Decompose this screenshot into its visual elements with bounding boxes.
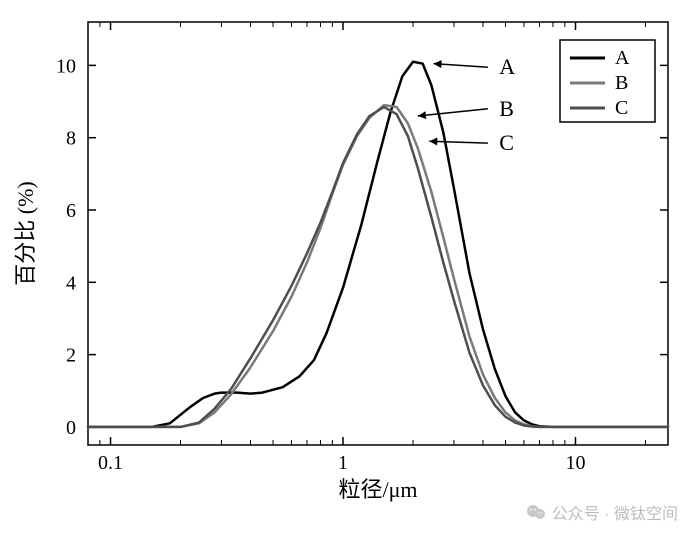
x-tick-label: 0.1 [98,452,123,474]
chart-figure: 0.11100246810粒径/μm百分比 (%)ABCABC 公众号 · 微钛… [0,0,700,538]
annotation-arrow-B [418,109,488,116]
legend-box [560,40,655,122]
annotation-arrow-A [433,64,487,68]
y-tick-label: 10 [56,55,76,77]
y-tick-label: 2 [66,345,76,367]
y-tick-label: 0 [66,417,76,439]
legend-label-C: C [615,97,628,119]
watermark-text: 公众号 · 微钛空间 [552,500,678,524]
annotation-label-A: A [499,54,515,79]
x-tick-label: 1 [338,452,348,474]
series-B [88,105,668,427]
plot-svg: 0.11100246810粒径/μm百分比 (%)ABCABC [0,0,700,538]
x-axis-label: 粒径/μm [338,477,417,502]
watermark: 公众号 · 微钛空间 [526,500,678,524]
wechat-icon [526,502,546,522]
annotation-arrow-C [429,141,488,143]
annotation-label-C: C [499,130,514,155]
y-tick-label: 8 [66,128,76,150]
y-tick-label: 4 [66,272,76,294]
y-axis-label: 百分比 (%) [13,181,38,285]
legend-label-B: B [615,72,628,94]
x-tick-label: 10 [565,452,585,474]
y-tick-label: 6 [66,200,76,222]
annotation-arrowhead-A [433,60,441,68]
legend-label-A: A [615,47,630,69]
annotation-label-B: B [499,96,514,121]
annotation-arrowhead-C [429,138,437,146]
